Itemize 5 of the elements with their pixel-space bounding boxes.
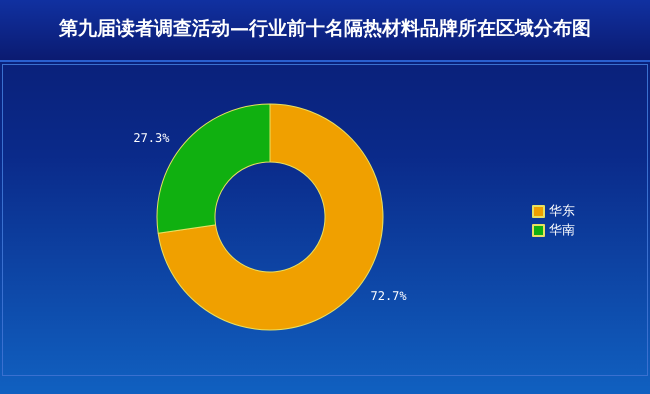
data-label: 27.3% bbox=[133, 130, 170, 145]
legend-label: 华东 bbox=[549, 204, 575, 219]
legend-label: 华南 bbox=[549, 223, 575, 238]
chart-title: 第九届读者调查活动—行业前十名隔热材料品牌所在区域分布图 bbox=[58, 18, 591, 40]
data-label: 72.7% bbox=[370, 289, 408, 304]
